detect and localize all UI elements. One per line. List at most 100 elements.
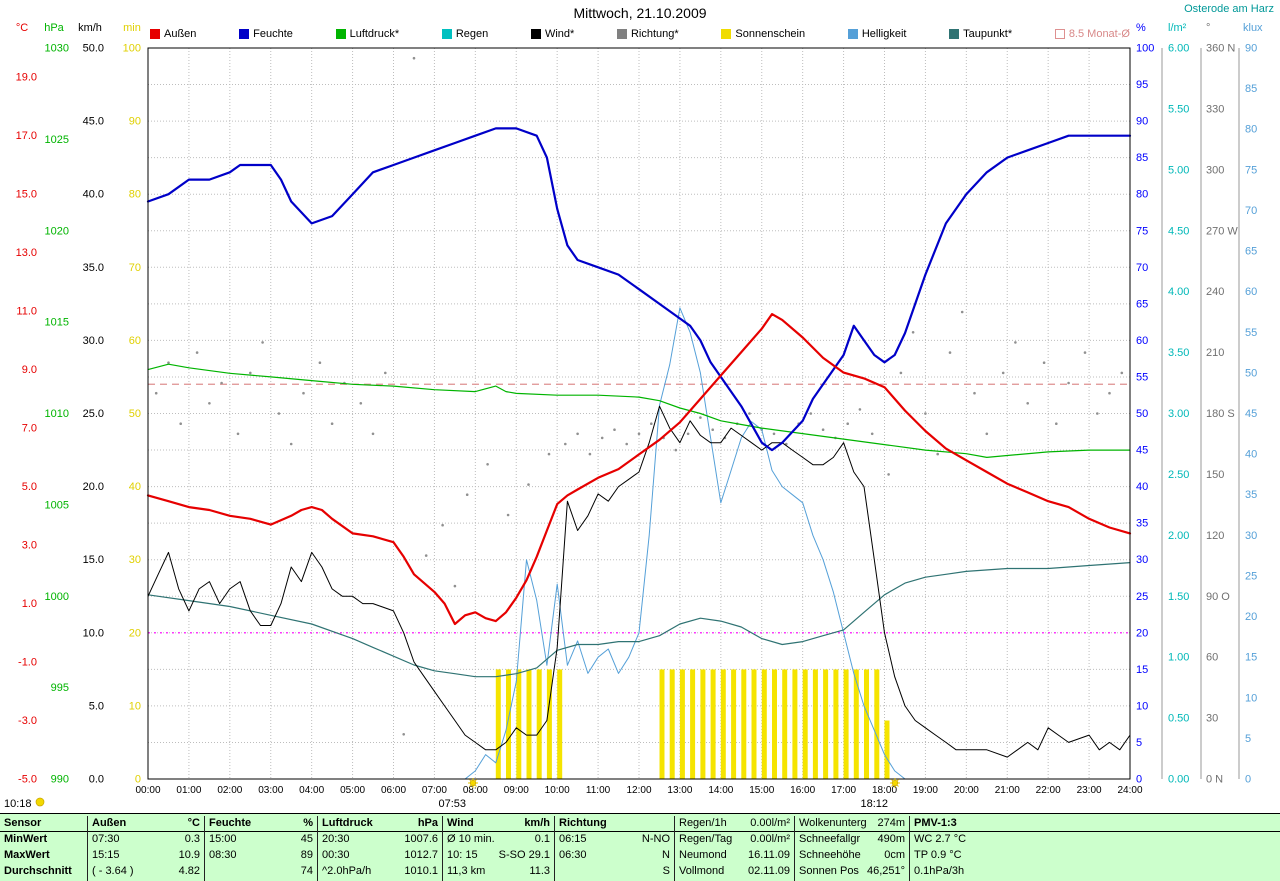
axis-unit-temp: °C	[16, 22, 28, 34]
feuchte-swatch-icon	[239, 29, 250, 39]
stats-column: Sensor MinWert MaxWert Durchschnitt	[0, 816, 88, 881]
y-tick-klux: 80	[1245, 124, 1257, 136]
y-tick-kmh: 35.0	[83, 262, 104, 274]
y-tick-klux: 70	[1245, 205, 1257, 217]
stats-cell: 06:15	[559, 833, 587, 845]
stats-column: Feuchte% 15:00 45 08:30 89 74	[205, 816, 318, 881]
stats-sensor-unit: °C	[187, 817, 200, 829]
chart-legend: Außen Feuchte Luftdruck* Regen Wind* Richtung…	[150, 28, 1130, 40]
axis-unit-klux: klux	[1243, 22, 1263, 34]
y-tick-deg: 240	[1206, 286, 1224, 298]
stats-column: Regen/1h 0.00l/m² Regen/Tag 0.00l/m² Neumond…	[675, 816, 795, 881]
y-tick-lm2: 0.00	[1168, 774, 1189, 786]
y-tick-temp: 3.0	[22, 540, 37, 552]
y-tick-klux: 25	[1245, 570, 1257, 582]
stats-cell: 1010.1	[404, 865, 438, 877]
y-tick-hpa: 1020	[45, 225, 69, 237]
x-tick: 17:00	[831, 785, 856, 796]
stats-sensor-header: Richtung	[559, 817, 607, 829]
legend-label: Feuchte	[253, 28, 293, 40]
legend-label: Helligkeit	[861, 28, 907, 40]
stats-cell: TP 0.9 °C	[914, 849, 962, 861]
y-tick-hpa: 1025	[45, 134, 69, 146]
sonnenschein-swatch-icon	[721, 29, 732, 39]
x-tick: 11:00	[586, 785, 611, 796]
stats-cell: 45	[300, 833, 313, 845]
y-tick-pct: 70	[1136, 262, 1148, 274]
page-title: Mittwoch, 21.10.2009	[573, 5, 707, 21]
stats-cell: 10.9	[178, 849, 200, 861]
y-tick-kmh: 50.0	[83, 43, 104, 55]
y-tick-deg: 300	[1206, 164, 1224, 176]
y-tick-min: 30	[129, 554, 141, 566]
stats-cell: Regen/Tag	[679, 833, 733, 845]
sunrise-icon	[468, 778, 478, 788]
stats-cell: 11,3 km	[447, 865, 486, 877]
y-tick-min: 70	[129, 262, 141, 274]
sunset-icon	[890, 778, 900, 788]
legend-label: Sonnenschein	[735, 28, 806, 40]
y-tick-kmh: 40.0	[83, 189, 104, 201]
x-tick: 13:00	[667, 785, 692, 796]
y-tick-pct: 90	[1136, 116, 1148, 128]
y-tick-pct: 25	[1136, 591, 1148, 603]
y-tick-temp: 13.0	[16, 247, 37, 259]
y-tick-lm2: 2.00	[1168, 530, 1189, 542]
y-tick-hpa: 1010	[45, 408, 69, 420]
y-tick-temp: 15.0	[16, 189, 37, 201]
stats-column: Wolkenunterg 274m Schneefallgr 490m Schneehö…	[795, 816, 910, 881]
x-tick: 10:00	[545, 785, 570, 796]
legend-label: Richtung*	[630, 28, 679, 40]
stats-row-label: Durchschnitt	[4, 865, 72, 877]
y-tick-klux: 30	[1245, 530, 1257, 542]
stats-cell: 0cm	[884, 849, 905, 861]
y-tick-lm2: 3.50	[1168, 347, 1189, 359]
stats-cell: 490m	[877, 833, 905, 845]
y-tick-klux: 90	[1245, 43, 1257, 55]
y-tick-klux: 65	[1245, 246, 1257, 258]
stats-sensor-unit: %	[303, 817, 313, 829]
stats-cell: 16.11.09	[747, 849, 790, 861]
stats-cell: 0.3	[184, 833, 200, 845]
y-tick-min: 10	[129, 700, 141, 712]
stats-cell: 00:30	[322, 849, 350, 861]
y-tick-temp: -3.0	[18, 715, 37, 727]
x-tick: 23:00	[1077, 785, 1102, 796]
y-tick-min: 100	[123, 43, 141, 55]
legend-label: Wind*	[544, 28, 575, 40]
stats-cell: ( - 3.64 )	[92, 865, 134, 877]
legend-item-wind: Wind*	[530, 28, 575, 40]
stats-cell: 07:30	[92, 833, 120, 845]
y-tick-lm2: 6.00	[1168, 43, 1189, 55]
y-tick-pct: 5	[1136, 737, 1142, 749]
legend-label: Taupunkt*	[963, 28, 1013, 40]
stats-column: Wind km/h Ø 10 min. 0.1 10: 15 S-SO 29.1 11,3 …	[443, 816, 555, 881]
legend-label: Regen	[455, 28, 489, 40]
y-tick-klux: 75	[1245, 164, 1257, 176]
y-tick-temp: 9.0	[22, 364, 37, 376]
x-tick: 07:00	[422, 785, 447, 796]
station-name: Osterode am Harz	[1184, 3, 1274, 15]
y-tick-lm2: 1.50	[1168, 591, 1189, 603]
y-tick-pct: 50	[1136, 408, 1148, 420]
axis-unit-deg: °	[1206, 22, 1210, 34]
y-tick-kmh: 15.0	[83, 554, 104, 566]
y-tick-pct: 65	[1136, 298, 1148, 310]
y-tick-pct: 10	[1136, 700, 1148, 712]
x-tick: 04:00	[299, 785, 324, 796]
stats-cell: 0.1	[534, 833, 550, 845]
stats-cell: 06:30	[559, 849, 587, 861]
y-tick-klux: 60	[1245, 286, 1257, 298]
y-tick-pct: 95	[1136, 79, 1148, 91]
moonrise-time: 10:18	[4, 798, 32, 810]
stats-column: Luftdruck hPa 20:30 1007.6 00:30 1012.7 ^2.0hP…	[318, 816, 443, 881]
y-tick-pct: 55	[1136, 371, 1148, 383]
stats-cell: 74	[300, 865, 313, 877]
stats-cell: 08:30	[209, 849, 237, 861]
x-tick: 21:00	[995, 785, 1020, 796]
stats-cell: Regen/1h	[679, 817, 727, 829]
y-tick-min: 20	[129, 627, 141, 639]
legend-item-8-5-monat: 8.5 Monat-Ø	[1054, 28, 1130, 40]
chart-canvas: 19.0 17.0 15.0 13.0 11.0 9.0 7.0 5.0 3.0 1.0 -1.0 -…	[4, 22, 1263, 810]
